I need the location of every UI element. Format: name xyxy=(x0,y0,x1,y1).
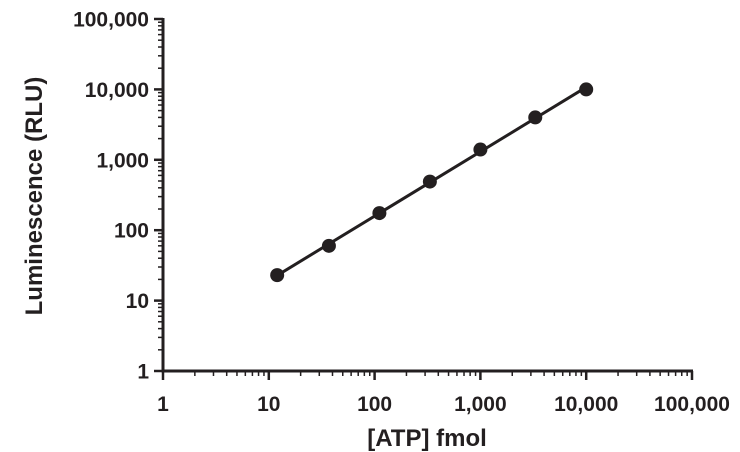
data-point xyxy=(321,238,336,253)
x-tick-label: 100 xyxy=(357,393,392,416)
x-axis-title: [ATP] fmol xyxy=(367,425,487,452)
y-tick-label: 1 xyxy=(137,361,149,384)
y-tick-label: 100,000 xyxy=(73,9,149,32)
y-tick-label: 1,000 xyxy=(96,149,149,172)
x-tick-label: 100,000 xyxy=(654,393,730,416)
y-tick-label: 10 xyxy=(126,290,149,313)
data-points xyxy=(270,82,594,283)
data-point xyxy=(528,110,543,125)
data-point xyxy=(270,268,285,283)
y-axis-title: Luminescence (RLU) xyxy=(21,77,48,316)
x-tick-label: 1 xyxy=(157,393,169,416)
plot-frame xyxy=(161,18,693,373)
data-point xyxy=(473,142,488,157)
x-axis-ticks xyxy=(161,371,694,380)
x-tick-label: 10,000 xyxy=(554,393,618,416)
data-point xyxy=(372,206,387,221)
data-point xyxy=(579,82,594,97)
x-tick-label: 1,000 xyxy=(454,393,507,416)
y-tick-label: 100 xyxy=(114,220,149,243)
x-axis-tick-labels: 1 10 100 1,000 10,000 100,000 xyxy=(157,393,730,416)
y-tick-label: 10,000 xyxy=(85,79,149,102)
data-point xyxy=(422,174,437,189)
y-axis-ticks xyxy=(154,17,163,373)
x-tick-label: 10 xyxy=(257,393,280,416)
y-axis-tick-labels: 1 10 100 1,000 10,000 100,000 xyxy=(73,9,149,384)
